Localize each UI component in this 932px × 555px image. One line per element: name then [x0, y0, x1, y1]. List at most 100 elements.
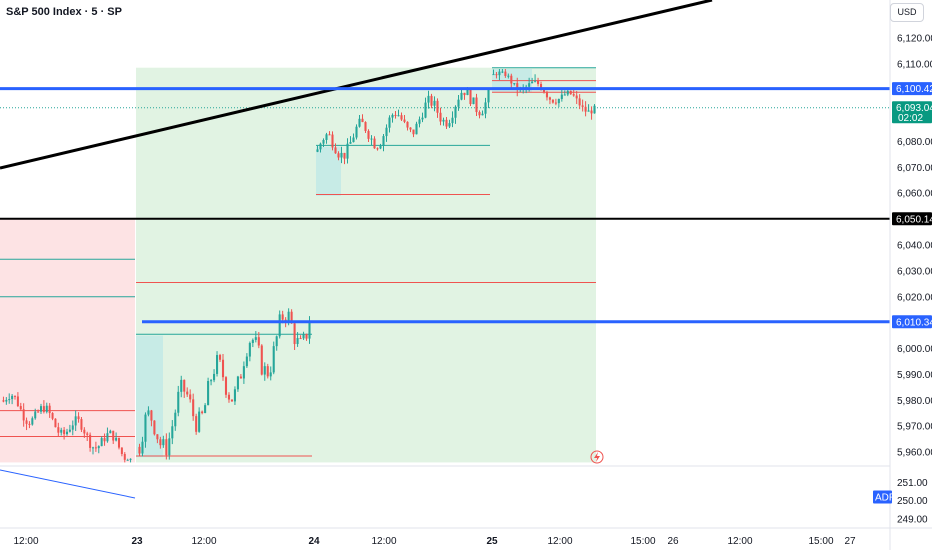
price-badge: [892, 101, 932, 124]
candle: [394, 114, 397, 116]
candle: [42, 406, 45, 412]
candle: [272, 346, 275, 373]
candle: [513, 83, 516, 85]
candle: [106, 433, 109, 442]
candle: [472, 97, 475, 105]
candle: [117, 437, 121, 448]
candle: [2, 400, 5, 402]
candle: [388, 117, 391, 128]
candle: [448, 123, 451, 127]
candle: [454, 106, 457, 118]
trendlines-layer: [0, 0, 713, 499]
currency-button[interactable]: USD: [890, 3, 924, 22]
alert-icon: [590, 450, 604, 464]
candles-layer: [2, 69, 596, 463]
candle: [74, 416, 77, 426]
chart-title: S&P 500 Index · 5 · SP: [6, 6, 122, 18]
candle: [572, 94, 575, 96]
candle: [305, 333, 308, 339]
candle: [207, 381, 210, 406]
candle: [340, 152, 343, 158]
indicator-badge: [873, 490, 892, 504]
candle: [442, 119, 445, 122]
alert-icon-ring: [590, 450, 604, 464]
x-tick-label: 12:00: [727, 536, 752, 547]
x-tick-label: 23: [131, 536, 143, 547]
candle: [210, 380, 213, 382]
candle: [466, 89, 469, 96]
candle: [103, 438, 106, 442]
candle: [91, 447, 95, 449]
candle: [418, 119, 421, 124]
candle: [415, 123, 418, 135]
candle: [213, 373, 216, 381]
candle: [539, 84, 543, 90]
candle: [463, 92, 466, 96]
price-badge-label: 6,100.42: [896, 84, 932, 95]
candle: [302, 333, 305, 339]
y-tick-label: 5,960.00: [897, 448, 932, 459]
candle: [165, 439, 168, 456]
candle: [484, 102, 487, 114]
candle: [469, 89, 472, 105]
candle: [293, 323, 296, 345]
candle: [424, 102, 427, 118]
candle: [358, 118, 361, 127]
candle: [275, 336, 278, 347]
candle: [39, 406, 43, 412]
candle: [183, 379, 186, 392]
candle: [245, 356, 248, 367]
indicator-name: ADR: [875, 493, 896, 504]
candle: [8, 399, 11, 401]
y-tick-label: 6,080.00: [897, 137, 932, 148]
indicator-tick-label: 249.00: [897, 514, 928, 525]
candle: [54, 418, 57, 428]
candle: [328, 134, 331, 136]
price-badge-label: 6,050.14: [896, 214, 932, 225]
candle: [501, 71, 504, 73]
candle: [343, 152, 346, 159]
candle: [445, 119, 448, 127]
price-badge: [892, 212, 932, 226]
indicator-tick-label: 250.00: [897, 496, 928, 507]
candle: [542, 89, 546, 93]
candle: [406, 121, 409, 128]
candle: [86, 433, 89, 435]
candle: [177, 391, 180, 413]
candle: [5, 399, 8, 402]
candle: [566, 90, 569, 95]
candle: [236, 376, 239, 390]
candle: [263, 366, 266, 375]
candle: [439, 112, 442, 122]
candle: [308, 322, 311, 339]
y-tick-label: 6,120.00: [897, 33, 932, 44]
candle: [80, 419, 83, 430]
y-tick-label: 6,020.00: [897, 292, 932, 303]
candle: [457, 99, 460, 107]
x-tick-label: 15:00: [808, 536, 833, 547]
candle: [554, 102, 557, 104]
candle: [230, 399, 234, 402]
candle: [77, 416, 80, 420]
alert-icon-bolt: [594, 452, 600, 462]
candle: [379, 145, 382, 149]
candle: [28, 423, 31, 425]
y-tick-label: 5,970.00: [897, 422, 932, 433]
candle: [201, 411, 204, 414]
candle: [192, 399, 195, 417]
candle: [123, 453, 126, 460]
candle: [159, 439, 162, 446]
candle: [147, 410, 150, 415]
long-zone: [136, 67, 596, 463]
candle: [141, 441, 144, 454]
price-badge-label: 6,093.04: [896, 103, 932, 114]
candle: [287, 311, 290, 322]
candle: [534, 80, 537, 82]
candle: [266, 366, 269, 377]
short-zone: [0, 218, 135, 463]
candle: [478, 112, 481, 116]
candle: [299, 338, 302, 340]
candle: [504, 71, 507, 76]
candle: [460, 92, 463, 100]
